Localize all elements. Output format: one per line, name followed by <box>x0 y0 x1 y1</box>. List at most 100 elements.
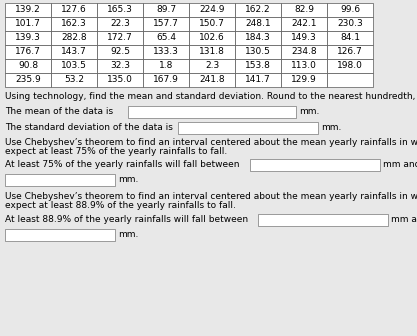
Bar <box>327 73 373 87</box>
Text: At least 75% of the yearly rainfalls will fall between: At least 75% of the yearly rainfalls wil… <box>5 160 239 169</box>
Bar <box>143 17 189 31</box>
Bar <box>51 17 97 31</box>
Text: 89.7: 89.7 <box>156 5 176 14</box>
Text: mm.: mm. <box>321 123 342 132</box>
Bar <box>235 3 281 17</box>
Text: 1.8: 1.8 <box>159 61 173 71</box>
Bar <box>189 31 235 45</box>
Text: 162.3: 162.3 <box>61 19 87 29</box>
Bar <box>327 3 373 17</box>
Text: mm and: mm and <box>391 215 417 224</box>
Text: 141.7: 141.7 <box>245 76 271 84</box>
Bar <box>143 45 189 59</box>
Bar <box>5 59 51 73</box>
Text: 90.8: 90.8 <box>18 61 38 71</box>
Text: 102.6: 102.6 <box>199 34 225 42</box>
Bar <box>97 31 143 45</box>
Bar <box>189 73 235 87</box>
Text: 22.3: 22.3 <box>110 19 130 29</box>
Text: 99.6: 99.6 <box>340 5 360 14</box>
Text: 241.8: 241.8 <box>199 76 225 84</box>
Text: 248.1: 248.1 <box>245 19 271 29</box>
Bar <box>250 159 380 171</box>
Bar <box>327 45 373 59</box>
Bar <box>5 45 51 59</box>
Bar <box>189 17 235 31</box>
Bar <box>258 214 388 226</box>
Bar <box>143 59 189 73</box>
Bar <box>51 73 97 87</box>
Bar <box>281 45 327 59</box>
Text: 129.9: 129.9 <box>291 76 317 84</box>
Bar <box>327 17 373 31</box>
Bar <box>5 174 115 186</box>
Bar <box>97 17 143 31</box>
Text: 103.5: 103.5 <box>61 61 87 71</box>
Text: 282.8: 282.8 <box>61 34 87 42</box>
Text: mm and: mm and <box>383 160 417 169</box>
Text: 32.3: 32.3 <box>110 61 130 71</box>
Text: 92.5: 92.5 <box>110 47 130 56</box>
Text: 242.1: 242.1 <box>291 19 317 29</box>
Text: 82.9: 82.9 <box>294 5 314 14</box>
Text: Use Chebyshev’s theorem to find an interval centered about the mean yearly rainf: Use Chebyshev’s theorem to find an inter… <box>5 138 417 147</box>
Text: 130.5: 130.5 <box>245 47 271 56</box>
Text: At least 88.9% of the yearly rainfalls will fall between: At least 88.9% of the yearly rainfalls w… <box>5 215 248 224</box>
Bar <box>235 17 281 31</box>
Text: 167.9: 167.9 <box>153 76 179 84</box>
Text: 235.9: 235.9 <box>15 76 41 84</box>
Text: 126.7: 126.7 <box>337 47 363 56</box>
Text: Use Chebyshev’s theorem to find an interval centered about the mean yearly rainf: Use Chebyshev’s theorem to find an inter… <box>5 192 417 201</box>
Bar <box>51 45 97 59</box>
Text: The standard deviation of the data is: The standard deviation of the data is <box>5 123 173 132</box>
Bar <box>235 31 281 45</box>
Text: 150.7: 150.7 <box>199 19 225 29</box>
Bar <box>327 59 373 73</box>
Text: 2.3: 2.3 <box>205 61 219 71</box>
Text: 176.7: 176.7 <box>15 47 41 56</box>
Text: 234.8: 234.8 <box>291 47 317 56</box>
Text: expect at least 75% of the yearly rainfalls to fall.: expect at least 75% of the yearly rainfa… <box>5 147 227 156</box>
Text: expect at least 88.9% of the yearly rainfalls to fall.: expect at least 88.9% of the yearly rain… <box>5 201 236 210</box>
Text: 53.2: 53.2 <box>64 76 84 84</box>
Text: 84.1: 84.1 <box>340 34 360 42</box>
Bar <box>178 122 318 134</box>
Bar <box>51 31 97 45</box>
Bar <box>128 106 296 118</box>
Bar <box>143 3 189 17</box>
Text: mm.: mm. <box>299 107 319 116</box>
Bar <box>97 59 143 73</box>
Bar <box>235 45 281 59</box>
Bar <box>97 73 143 87</box>
Bar <box>327 31 373 45</box>
Text: 149.3: 149.3 <box>291 34 317 42</box>
Text: mm.: mm. <box>118 230 138 239</box>
Text: 143.7: 143.7 <box>61 47 87 56</box>
Text: 172.7: 172.7 <box>107 34 133 42</box>
Text: 127.6: 127.6 <box>61 5 87 14</box>
Text: 139.2: 139.2 <box>15 5 41 14</box>
Bar <box>189 3 235 17</box>
Text: 157.7: 157.7 <box>153 19 179 29</box>
Text: 184.3: 184.3 <box>245 34 271 42</box>
Bar <box>5 229 115 241</box>
Text: 101.7: 101.7 <box>15 19 41 29</box>
Text: 162.2: 162.2 <box>245 5 271 14</box>
Text: 224.9: 224.9 <box>199 5 225 14</box>
Bar <box>189 59 235 73</box>
Bar <box>235 73 281 87</box>
Bar <box>5 17 51 31</box>
Text: 139.3: 139.3 <box>15 34 41 42</box>
Bar <box>281 31 327 45</box>
Text: Using technology, find the mean and standard deviation. Round to the nearest hun: Using technology, find the mean and stan… <box>5 92 417 101</box>
Bar <box>5 73 51 87</box>
Text: mm.: mm. <box>118 175 138 184</box>
Bar <box>51 3 97 17</box>
Bar <box>51 59 97 73</box>
Bar <box>97 3 143 17</box>
Bar <box>281 59 327 73</box>
Bar <box>189 45 235 59</box>
Text: 65.4: 65.4 <box>156 34 176 42</box>
Bar <box>281 17 327 31</box>
Bar <box>5 3 51 17</box>
